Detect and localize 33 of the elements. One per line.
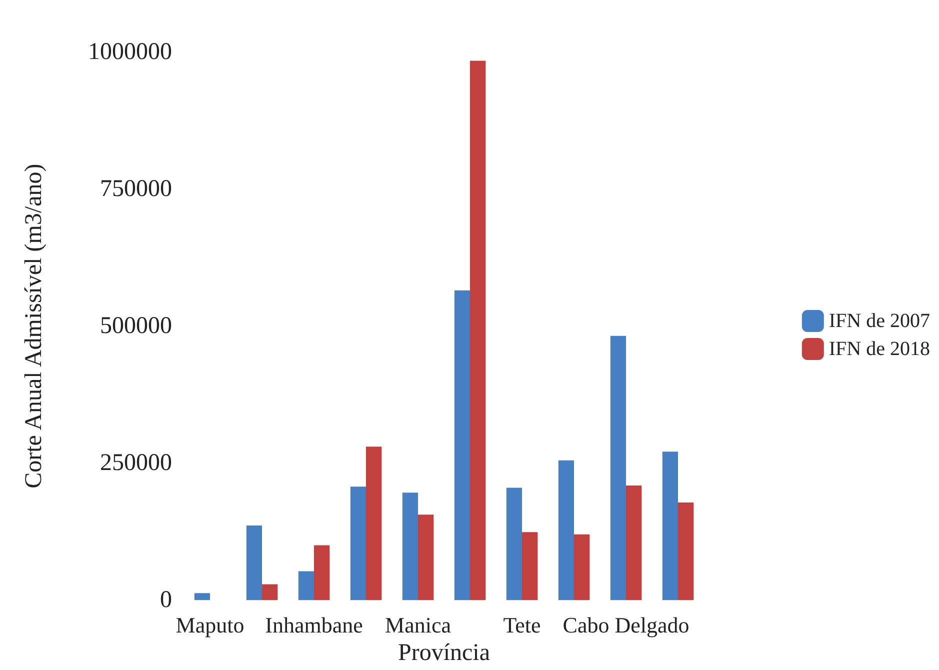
bar (262, 584, 278, 600)
bar (418, 514, 434, 600)
x-tick-label: Inhambane (265, 612, 363, 638)
bar (574, 534, 590, 600)
bar (454, 290, 470, 600)
bar (558, 460, 574, 600)
x-axis-title: Província (398, 640, 490, 666)
y-axis-title: Corte Anual Admissível (m3/ano) (21, 164, 47, 488)
bar (350, 486, 366, 600)
x-tick-label: Maputo (176, 612, 244, 638)
y-tick-label: 1000000 (88, 39, 172, 65)
x-tick-label: Cabo Delgado (562, 612, 690, 638)
bar (522, 532, 538, 600)
legend-label: IFN de 2007 (828, 310, 930, 332)
x-tick-label: Manica (385, 612, 452, 638)
bar (610, 336, 626, 600)
bar (402, 492, 418, 600)
bar (314, 545, 330, 600)
y-tick-label: 250000 (100, 450, 172, 476)
y-tick-label: 500000 (100, 313, 172, 340)
bar (298, 571, 314, 600)
bar (246, 526, 262, 600)
bar (366, 446, 382, 600)
y-tick-label: 0 (160, 587, 172, 614)
x-tick-label: Tete (503, 612, 541, 638)
bar (678, 502, 694, 600)
y-tick-label: 750000 (100, 176, 172, 202)
bar (194, 593, 210, 600)
bar (506, 488, 522, 600)
bar (662, 452, 678, 600)
bar (470, 60, 486, 600)
bar (626, 486, 642, 600)
legend-label: IFN de 2018 (828, 338, 930, 360)
